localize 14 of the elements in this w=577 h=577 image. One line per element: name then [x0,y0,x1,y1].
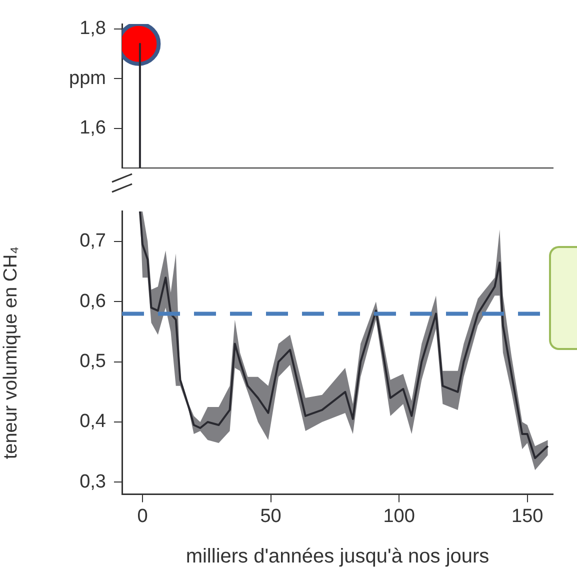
y-tick-label: 0,5 [80,351,106,372]
x-axis-title: milliers d'années jusqu'à nos jours [186,546,490,568]
x-tick-label: 0 [137,506,148,527]
y-tick-label: 1,6 [80,118,106,139]
x-tick-label: 100 [383,506,415,527]
y-tick-label: 0,7 [80,230,106,252]
y-tick-label: 0,6 [80,290,106,312]
y-tick-label: 0,3 [80,471,106,492]
x-tick-label: 150 [511,506,544,527]
y-axis-title: teneur volumique en CH₄ [0,246,22,460]
x-tick-label: 50 [260,506,282,527]
y-tick-label: 1,8 [80,18,106,40]
y-tick-label: ppm [69,68,106,89]
y-tick-label: 0,4 [80,411,106,432]
